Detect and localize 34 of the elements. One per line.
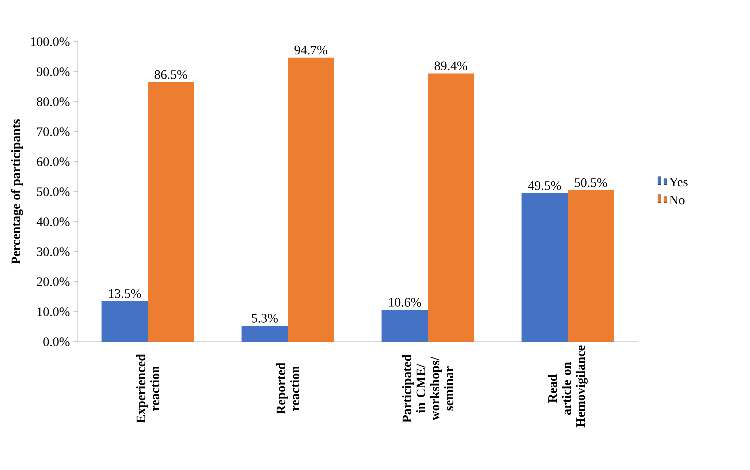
data-label: 94.7% [294,46,328,55]
data-label: 10.6% [389,298,422,307]
data-label: 89.4% [434,62,468,71]
data-label: 13.5% [109,289,142,298]
bar [428,74,474,342]
y-tick-label: 100.0% [31,38,70,46]
y-tick-label: 10.0% [38,308,70,316]
data-label: 5.3% [252,314,278,323]
bar [382,310,428,342]
y-tick-label: 90.0% [37,68,70,76]
y-tick-label: 80.0% [37,98,70,106]
x-tick-label: Reported reaction [276,362,300,415]
bar [522,193,568,342]
legend-label: Yes [670,178,688,187]
bar [102,301,148,342]
bar [568,190,614,342]
y-tick-label: 20.0% [37,278,70,286]
x-tick-label: Read article on Hemovigilance [548,346,588,428]
legend-label: No [670,196,685,205]
y-axis-title: Percentage of participants [11,120,24,265]
y-tick-label: 40.0% [36,218,70,226]
x-tick-label: Participated in CME/ workshops/ seminar [402,354,454,423]
y-tick-label: 60.0% [37,158,70,166]
data-label: 86.5% [154,70,188,80]
bar [288,58,334,342]
data-label: 50.5% [575,178,608,188]
y-tick-label: 70.0% [37,128,70,136]
y-tick-label: 0.0% [44,338,70,346]
x-tick-label: Experienced reaction [136,354,160,424]
data-label: 49.5% [528,181,562,190]
y-tick-label: 50.0% [37,188,70,196]
bar [148,82,194,342]
y-tick-label: 30.0% [37,248,70,256]
bar [242,326,288,342]
